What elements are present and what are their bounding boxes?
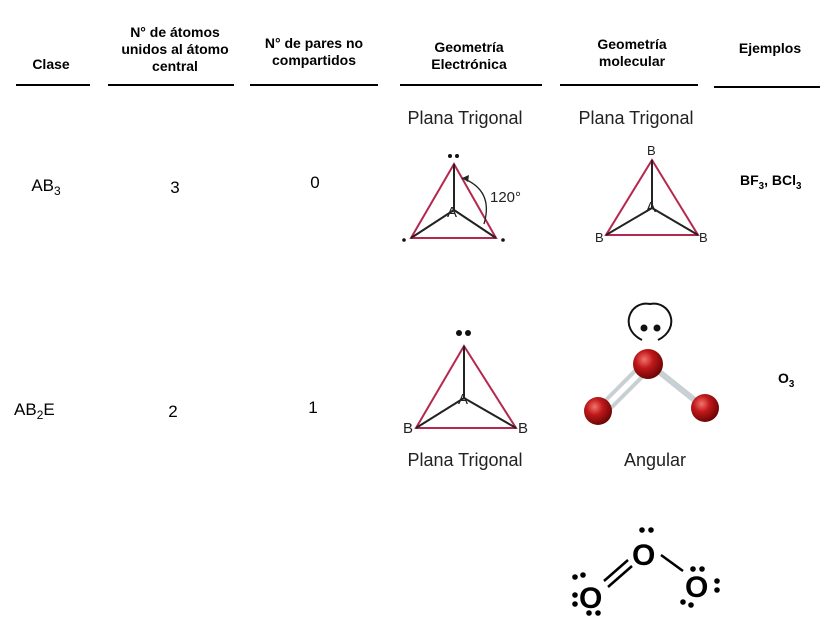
lone-pair-dot [653,324,661,332]
row1-atomos: 3 [170,178,180,197]
ligand-label: B [403,420,413,437]
angular-ball-and-stick-model [584,302,719,425]
oxygen-sphere-left [584,397,612,425]
header-pares: N° de pares no compartidos [264,35,364,68]
row2-atomos: 2 [168,402,178,421]
lone-pair-dot [572,574,578,580]
central-atom-label: A [447,204,457,221]
ligand-label: B [699,230,708,245]
central-atom-label: A [458,391,468,408]
row2-examples: O3 [778,370,795,390]
angle-label: 120° [490,189,521,206]
lone-pair-dot [648,527,654,533]
triangle-outline [414,344,518,429]
single-bond [660,553,684,573]
lone-pair-dot [572,601,578,607]
row1-pares: 0 [310,173,320,192]
lone-pair-dot [580,572,586,578]
header-clase: Clase [32,56,70,72]
header-geom-molecular: Geometría molecular [597,36,667,69]
bond-line [651,207,699,236]
row1-examples: BF3, BCl3 [740,172,802,192]
lone-pair-dot [572,592,578,598]
lone-pair-dot [456,330,462,336]
bond-line [410,209,455,239]
row2-geom-molecular-label: Angular [623,450,687,470]
lone-pair-dot [448,154,452,158]
bond-line [463,397,517,429]
ligand-label: B [647,143,656,158]
trigonal-planar-molecular-diagram: A B B B [595,143,708,245]
header-rule [560,84,698,86]
lone-pair-dot [690,566,696,572]
lone-pair-dot [688,602,694,608]
header-rule [108,84,234,86]
double-bond [598,366,640,408]
row2-pares: 1 [308,398,318,417]
bond-line [453,209,497,239]
dot [501,238,505,242]
row2-geom-electronica-label: Plana Trigonal [407,450,523,470]
trigonal-planar-lone-pair-diagram: A B B [403,330,528,437]
trigonal-planar-electron-diagram: A 120° [402,154,521,242]
lone-pair-dot [455,154,459,158]
triangle-outline [604,158,700,236]
dot [402,238,406,242]
ligand-label: B [595,230,604,245]
single-bond [650,363,704,409]
header-rule [250,84,378,86]
lone-pair-dot [640,324,648,332]
double-bond [607,565,633,588]
lone-pair-dot [714,587,720,593]
central-atom-label: A [646,199,656,216]
lone-pair-dot [465,330,471,336]
header-rule [16,84,90,86]
header-ejemplos: Ejemplos [738,40,802,56]
row1-geom-electronica-label: Plana Trigonal [407,108,523,128]
header-atomos: N° de átomos unidos al átomo central [121,24,229,74]
header-rule [714,86,820,88]
bond-line [415,397,465,429]
oxygen-sphere-center [633,349,663,379]
header-rule [400,84,542,86]
triangle-outline [409,161,498,239]
oxygen-sphere-right [691,394,719,422]
arrowhead [462,175,469,182]
lone-pair-dot [639,527,645,533]
oxygen-label: O [632,539,655,572]
double-bond [603,559,629,582]
oxygen-label: O [685,571,708,604]
lone-pair-dot [586,610,592,616]
lone-pair-lobe [627,302,673,341]
ligand-label: B [518,420,528,437]
lone-pair-dot [595,610,601,616]
row1-geom-molecular-label: Plana Trigonal [578,108,694,128]
row2-clase: AB2E [14,400,55,422]
lone-pair-dot [680,599,686,605]
ozone-lewis-structure: O O O [572,527,720,616]
oxygen-label: O [579,582,602,615]
lone-pair-dot [699,566,705,572]
lone-pair-dot [714,578,720,584]
bond-line [605,207,653,236]
header-geom-electronica: Geometría Electrónica [431,39,507,72]
row1-clase: AB3 [31,176,61,198]
double-bond [605,372,647,414]
